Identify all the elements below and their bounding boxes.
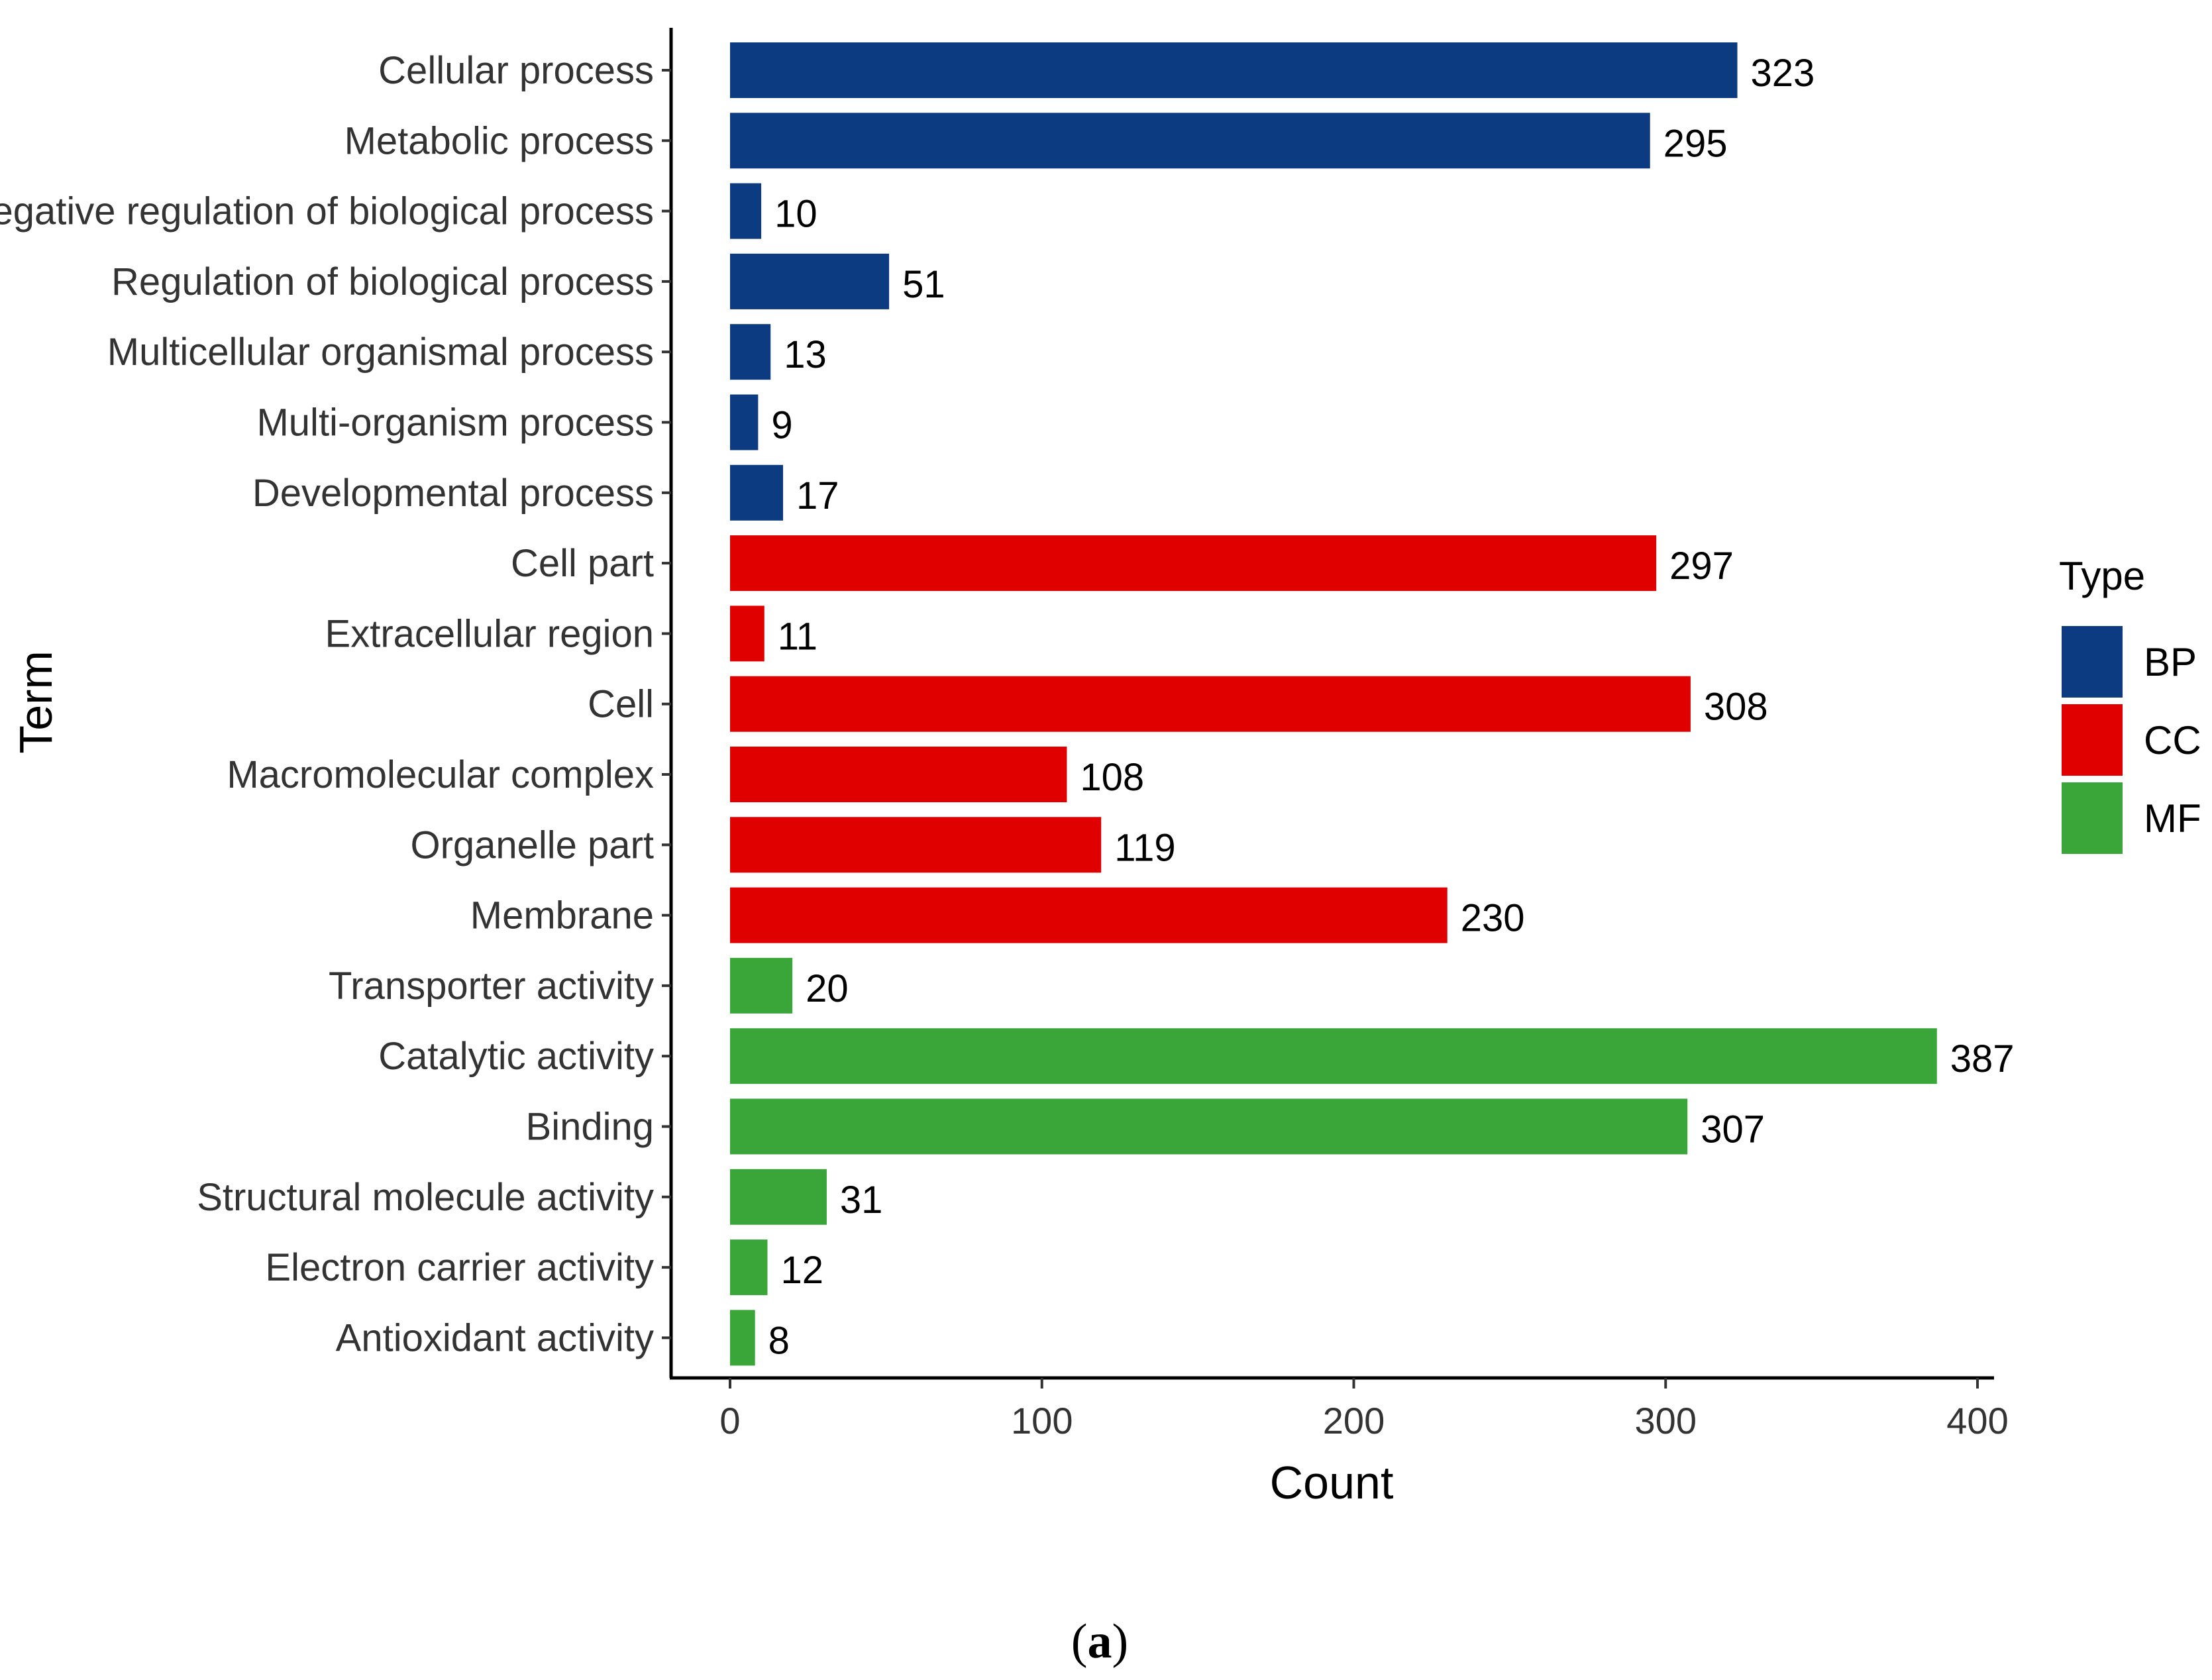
value-label: 230 bbox=[1461, 897, 1525, 940]
y-tick-label: Cell part bbox=[511, 542, 654, 585]
bar-developmental-process bbox=[730, 464, 784, 521]
bar-macromolecular-complex bbox=[730, 747, 1067, 802]
legend-items: BP CC MF bbox=[2062, 626, 2201, 854]
y-tick-label: Cell bbox=[588, 683, 654, 726]
bar-regulation-of-biological-process bbox=[730, 253, 890, 309]
y-axis-title: Term bbox=[10, 651, 62, 754]
value-label: 20 bbox=[806, 967, 849, 1010]
value-label: 297 bbox=[1669, 545, 1734, 588]
bar-antioxidant-activity bbox=[730, 1310, 755, 1366]
value-label: 323 bbox=[1751, 52, 1815, 95]
value-label: 31 bbox=[840, 1179, 883, 1222]
value-label: 295 bbox=[1663, 122, 1728, 165]
legend: Type BP CC MF bbox=[2059, 554, 2201, 854]
bar-electron-carrier-activity bbox=[730, 1239, 768, 1296]
legend-key-bp bbox=[2062, 626, 2123, 698]
value-label: 11 bbox=[778, 615, 817, 658]
legend-key-cc bbox=[2062, 704, 2123, 776]
y-tick-label: Catalytic activity bbox=[378, 1035, 654, 1078]
value-label: 308 bbox=[1704, 686, 1768, 729]
value-label: 108 bbox=[1080, 756, 1144, 799]
bar-negative-regulation-of-biological-process bbox=[730, 183, 762, 239]
x-axis-title: Count bbox=[1270, 1457, 1394, 1508]
value-label: 12 bbox=[780, 1249, 823, 1292]
x-tick-label: 0 bbox=[719, 1400, 740, 1442]
y-tick-label: Multicellular organismal process bbox=[107, 331, 654, 374]
legend-label-cc: CC bbox=[2144, 718, 2201, 762]
value-label: 13 bbox=[784, 333, 827, 376]
y-tick-label: Metabolic process bbox=[344, 119, 654, 162]
y-tick-label: Negative regulation of biological proces… bbox=[0, 190, 654, 233]
bar-extracellular-region bbox=[730, 605, 764, 662]
legend-title: Type bbox=[2059, 554, 2145, 598]
bar-cellular-process bbox=[730, 42, 1738, 98]
y-tick-label: Multi-organism process bbox=[256, 401, 654, 445]
value-label: 10 bbox=[774, 193, 817, 236]
value-label: 9 bbox=[771, 404, 792, 447]
caption-close-paren: ) bbox=[1112, 1614, 1129, 1669]
y-tick-label: Extracellular region bbox=[325, 612, 654, 655]
bar-structural-molecule-activity bbox=[730, 1169, 827, 1225]
y-tick-label: Organelle part bbox=[410, 823, 654, 866]
legend-label-mf: MF bbox=[2144, 796, 2201, 841]
bar-catalytic-activity bbox=[730, 1028, 1937, 1084]
x-axis: 0 100 200 300 400 bbox=[670, 1376, 2009, 1442]
y-tick-label: Structural molecule activity bbox=[197, 1176, 654, 1219]
y-tick-label: Electron carrier activity bbox=[265, 1246, 654, 1289]
x-tick-label: 300 bbox=[1635, 1400, 1697, 1442]
x-tick-label: 200 bbox=[1323, 1400, 1385, 1442]
value-label: 307 bbox=[1701, 1108, 1765, 1151]
bar-metabolic-process bbox=[730, 113, 1650, 169]
value-labels: 323 295 10 51 13 917 297 11 308 108 119 230 20 387 307… bbox=[768, 52, 2015, 1362]
x-tick-label: 400 bbox=[1946, 1400, 2008, 1442]
bar-organelle-part bbox=[730, 817, 1102, 873]
value-label: 8 bbox=[768, 1319, 790, 1362]
bar-cell bbox=[730, 676, 1691, 732]
x-tick-label: 100 bbox=[1011, 1400, 1073, 1442]
bars bbox=[730, 42, 1937, 1366]
bar-multi-organism-process bbox=[730, 394, 759, 450]
y-tick-label: Macromolecular complex bbox=[227, 753, 654, 796]
value-label: 17 bbox=[796, 474, 839, 517]
y-tick-label: Binding bbox=[526, 1106, 654, 1149]
y-tick-label: Regulation of biological process bbox=[111, 260, 654, 303]
y-tick-label: Cellular process bbox=[378, 49, 654, 92]
y-tick-label: Transporter activity bbox=[329, 965, 654, 1008]
y-tick-label: Developmental process bbox=[252, 472, 654, 515]
y-tick-label: Antioxidant activity bbox=[336, 1316, 654, 1359]
bar-membrane bbox=[730, 887, 1448, 943]
value-label: 51 bbox=[902, 263, 945, 306]
legend-key-mf bbox=[2062, 782, 2123, 854]
bar-transporter-activity bbox=[730, 957, 793, 1014]
bar-binding bbox=[730, 1098, 1688, 1155]
legend-label-bp: BP bbox=[2144, 640, 2197, 684]
value-label: 387 bbox=[1950, 1037, 2015, 1080]
y-axis: Cellular process Metabolic process Negativ… bbox=[0, 28, 673, 1378]
caption-open-paren: ( bbox=[1071, 1614, 1088, 1669]
value-label: 119 bbox=[1114, 826, 1175, 869]
figure-caption: (a) bbox=[1071, 1614, 1128, 1669]
caption-letter: a bbox=[1088, 1614, 1112, 1669]
bar-multicellular-organismal-process bbox=[730, 324, 771, 380]
bar-cell-part bbox=[730, 535, 1657, 592]
y-tick-label: Membrane bbox=[470, 894, 654, 937]
